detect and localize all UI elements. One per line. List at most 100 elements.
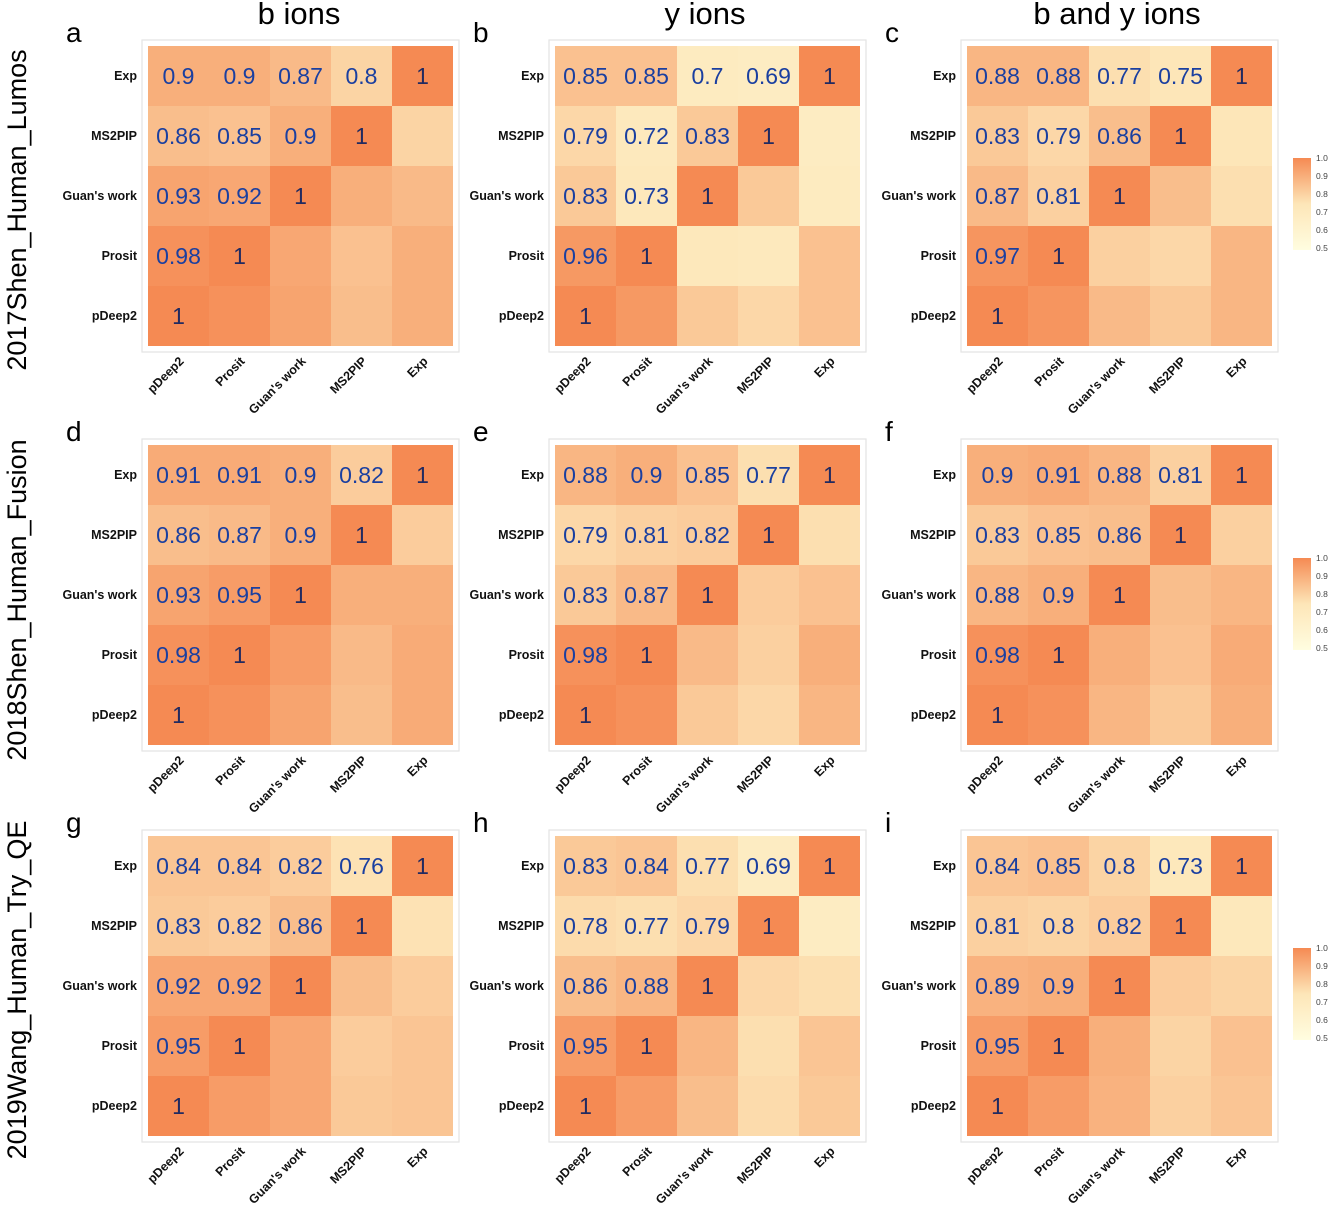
heatmap-cell: [1211, 956, 1272, 1016]
y-tick-label: Exp: [521, 468, 544, 482]
heatmap-cell: [209, 956, 270, 1016]
y-tick-label: Exp: [114, 69, 137, 83]
heatmap-cell: [392, 685, 453, 745]
heatmap-cell: [677, 445, 738, 505]
heatmap-cell: [738, 836, 799, 896]
y-tick-label: Prosit: [102, 249, 138, 263]
y-tick-label: pDeep2: [499, 708, 544, 722]
cell-value-label: 0.86: [1097, 123, 1142, 149]
heatmap-cell: [555, 445, 616, 505]
heatmap-cell: [677, 1076, 738, 1136]
y-tick-label: Prosit: [921, 648, 957, 662]
cell-value-label: 0.95: [975, 1033, 1020, 1059]
legend-colorbar: [1293, 948, 1311, 1040]
cell-value-label: 0.98: [156, 243, 201, 269]
cell-value-label: 1: [762, 522, 775, 548]
heatmap-cell: [1028, 625, 1089, 685]
heatmap-cell: [677, 286, 738, 346]
heatmap-cell: [1150, 286, 1211, 346]
heatmap-cell: [209, 1016, 270, 1076]
heatmap-cell: [209, 836, 270, 896]
cell-value-label: 0.86: [278, 913, 323, 939]
cell-value-label: 0.85: [685, 462, 730, 488]
cell-value-label: 0.83: [156, 913, 201, 939]
x-tick-label: Exp: [405, 1144, 431, 1170]
heatmap-cell: [331, 166, 392, 226]
x-tick-label: Guan's work: [653, 753, 716, 816]
heatmap-cell: [392, 956, 453, 1016]
heatmap-cell: [799, 1016, 860, 1076]
heatmap-cell: [331, 445, 392, 505]
heatmap-cell: [331, 106, 392, 166]
heatmap-cell: [677, 46, 738, 106]
heatmap-cell: [209, 896, 270, 956]
heatmap-cell: [738, 1016, 799, 1076]
x-tick-label: Exp: [1224, 1144, 1250, 1170]
cell-value-label: 0.73: [1158, 853, 1203, 879]
cell-value-label: 0.88: [975, 63, 1020, 89]
heatmap-cell: [1028, 286, 1089, 346]
heatmap-cell: [677, 226, 738, 286]
heatmap-cell: [1028, 1076, 1089, 1136]
cell-value-label: 0.88: [624, 973, 669, 999]
cell-value-label: 1: [355, 522, 368, 548]
y-tick-label: Prosit: [509, 249, 545, 263]
heatmap-cell: [209, 286, 270, 346]
heatmap-cell: [967, 896, 1028, 956]
heatmap-cell: [331, 226, 392, 286]
cell-value-label: 1: [172, 303, 185, 329]
heatmap-cell: [1089, 1016, 1150, 1076]
heatmap-cell: [1028, 505, 1089, 565]
cell-value-label: 1: [1052, 243, 1065, 269]
heatmap-cell: [738, 685, 799, 745]
heatmap-cell: [392, 166, 453, 226]
cell-value-label: 0.86: [1097, 522, 1142, 548]
y-tick-label: Prosit: [509, 648, 545, 662]
heatmap-cell: [1089, 565, 1150, 625]
heatmap-cell: [1211, 286, 1272, 346]
heatmap-cell: [616, 1016, 677, 1076]
legend-tick-label: 0.7: [1316, 207, 1328, 217]
heatmap-cell: [1028, 565, 1089, 625]
heatmap-cell: [1150, 1016, 1211, 1076]
heatmap-cell: [1089, 685, 1150, 745]
heatmap-cell: [392, 226, 453, 286]
x-tick-label: MS2PIP: [327, 753, 369, 795]
x-tick-label: Prosit: [1032, 354, 1068, 390]
cell-value-label: 0.78: [563, 913, 608, 939]
cell-value-label: 0.91: [156, 462, 201, 488]
y-tick-label: Exp: [114, 859, 137, 873]
panel-label: f: [885, 416, 893, 447]
heatmap-cell: [738, 46, 799, 106]
heatmap-cell: [209, 46, 270, 106]
legend-tick-label: 0.9: [1316, 961, 1328, 971]
cell-value-label: 1: [1235, 853, 1248, 879]
column-title-b-ions: b ions: [258, 0, 341, 31]
heatmap-cell: [677, 505, 738, 565]
cell-value-label: 0.77: [685, 853, 730, 879]
heatmap-cell: [677, 625, 738, 685]
y-tick-label: Guan's work: [469, 588, 544, 602]
heatmap-cell: [270, 445, 331, 505]
panel-label: b: [473, 17, 489, 48]
heatmap-cell: [1028, 685, 1089, 745]
cell-value-label: 1: [579, 1093, 592, 1119]
heatmap-cell: [209, 445, 270, 505]
cell-value-label: 0.91: [217, 462, 262, 488]
heatmap-cell: [1211, 505, 1272, 565]
x-tick-label: pDeep2: [552, 753, 594, 795]
heatmap-cell: [392, 836, 453, 896]
heatmap-cell: [1028, 956, 1089, 1016]
x-tick-label: Prosit: [620, 753, 656, 789]
heatmap-cell: [555, 505, 616, 565]
cell-value-label: 0.82: [1097, 913, 1142, 939]
cell-value-label: 0.86: [156, 522, 201, 548]
x-tick-label: pDeep2: [552, 354, 594, 396]
heatmap-cell: [1028, 46, 1089, 106]
heatmap-cell: [799, 226, 860, 286]
heatmap-panel-d: d10.980.930.860.9110.950.870.9110.90.910…: [62, 416, 460, 816]
cell-value-label: 0.9: [1043, 582, 1075, 608]
cell-value-label: 0.97: [975, 243, 1020, 269]
heatmap-cell: [1089, 836, 1150, 896]
cell-value-label: 0.9: [285, 123, 317, 149]
